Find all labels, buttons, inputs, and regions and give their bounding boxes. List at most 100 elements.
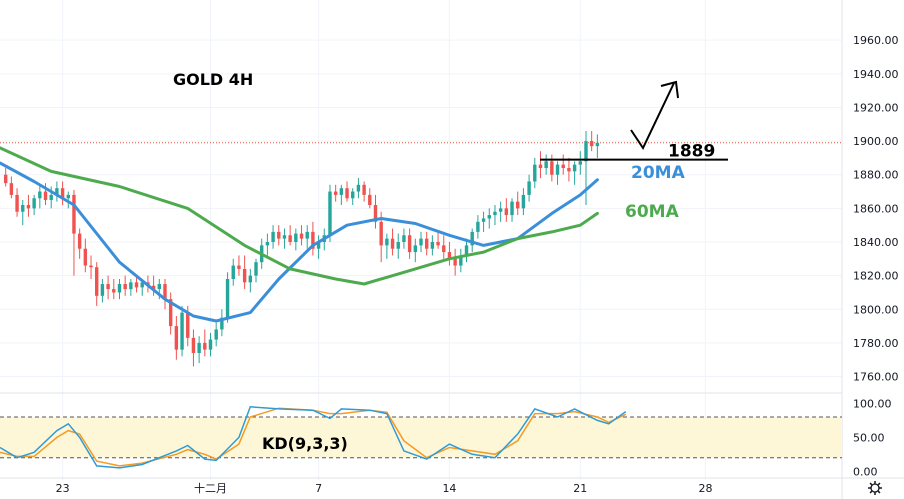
candle [214, 329, 218, 340]
candle [129, 282, 133, 290]
candle [328, 191, 332, 236]
price-tick-label: 1940.00 [853, 68, 899, 81]
candle [538, 164, 543, 168]
candle [89, 265, 93, 268]
candle [578, 161, 583, 165]
price-tick-label: 1960.00 [853, 34, 899, 47]
candle [498, 208, 503, 212]
candle [362, 184, 366, 195]
candle [15, 194, 19, 212]
candle [277, 231, 281, 239]
price-tick-label: 1760.00 [853, 371, 899, 384]
candle [271, 231, 275, 242]
candle [134, 282, 139, 288]
candle [77, 233, 82, 249]
candle [43, 191, 48, 200]
candle [339, 188, 344, 195]
candle [447, 252, 452, 259]
candle [419, 238, 423, 246]
candle [305, 231, 309, 239]
candle [595, 142, 600, 147]
candle [151, 285, 156, 290]
candle [55, 188, 59, 195]
kd-k-line [0, 406, 627, 469]
candle [163, 284, 167, 300]
candle [533, 164, 537, 182]
candle [254, 262, 258, 276]
time-tick-label: 21 [573, 482, 587, 495]
osc-tick-label: 100.00 [853, 397, 892, 410]
candle [83, 248, 88, 266]
candle [168, 299, 173, 327]
candle [21, 205, 25, 212]
ma60-label: 60MA [625, 202, 680, 222]
up-arrow-head [660, 80, 679, 99]
price-tick-label: 1920.00 [853, 101, 899, 114]
gear-icon-tooth [877, 490, 881, 494]
ma20-label: 20MA [631, 163, 686, 183]
candle [470, 231, 474, 246]
candle [345, 188, 349, 199]
price-tick-label: 1780.00 [853, 337, 899, 350]
candle [407, 235, 412, 253]
gear-icon-tooth [869, 482, 873, 486]
candle [117, 284, 122, 293]
candle [493, 211, 497, 216]
candle [390, 238, 395, 249]
candle [95, 267, 99, 296]
candle [49, 194, 53, 200]
candle [112, 289, 116, 293]
candle [72, 194, 76, 234]
candle [572, 164, 577, 172]
candle [265, 242, 270, 246]
candle [402, 235, 406, 242]
candle [38, 191, 42, 199]
candle [248, 275, 253, 283]
price-tick-label: 1800.00 [853, 303, 899, 316]
ma-line-60ma [0, 146, 599, 286]
gear-icon-tooth [877, 482, 881, 486]
candle [288, 235, 292, 242]
candle [424, 238, 429, 249]
candle [453, 258, 457, 266]
candle [186, 312, 190, 338]
candle [157, 284, 162, 290]
candle [106, 284, 110, 290]
candle [140, 282, 144, 288]
candle [584, 141, 588, 162]
level-label-1889: 1889 [668, 142, 715, 162]
candle [60, 188, 65, 199]
candle [294, 233, 298, 242]
osc-tick-label: 0.00 [853, 465, 878, 478]
candle [459, 255, 463, 266]
candle [208, 339, 213, 350]
candle [123, 284, 127, 290]
candle [351, 191, 355, 199]
candle [464, 245, 469, 256]
kd-indicator-label: KD(9,3,3) [262, 434, 348, 453]
osc-tick-label: 50.00 [853, 431, 885, 444]
candle [3, 174, 8, 184]
time-tick-label: 7 [315, 482, 322, 495]
candle [487, 215, 491, 219]
time-tick-label: 14 [442, 482, 456, 495]
candle [231, 265, 235, 279]
price-tick-label: 1900.00 [853, 135, 899, 148]
candle [436, 242, 440, 246]
candle [311, 231, 315, 249]
candle [442, 245, 446, 253]
candle [476, 221, 480, 232]
candle [356, 184, 361, 192]
time-tick-label: 23 [56, 482, 70, 495]
candle [544, 161, 548, 168]
price-tick-label: 1860.00 [853, 202, 899, 215]
candle [32, 198, 36, 209]
candle [203, 342, 207, 350]
gear-icon[interactable] [868, 481, 882, 495]
candle [197, 342, 201, 353]
candle [180, 312, 184, 350]
candle [555, 164, 560, 175]
gear-icon-tooth [869, 490, 873, 494]
